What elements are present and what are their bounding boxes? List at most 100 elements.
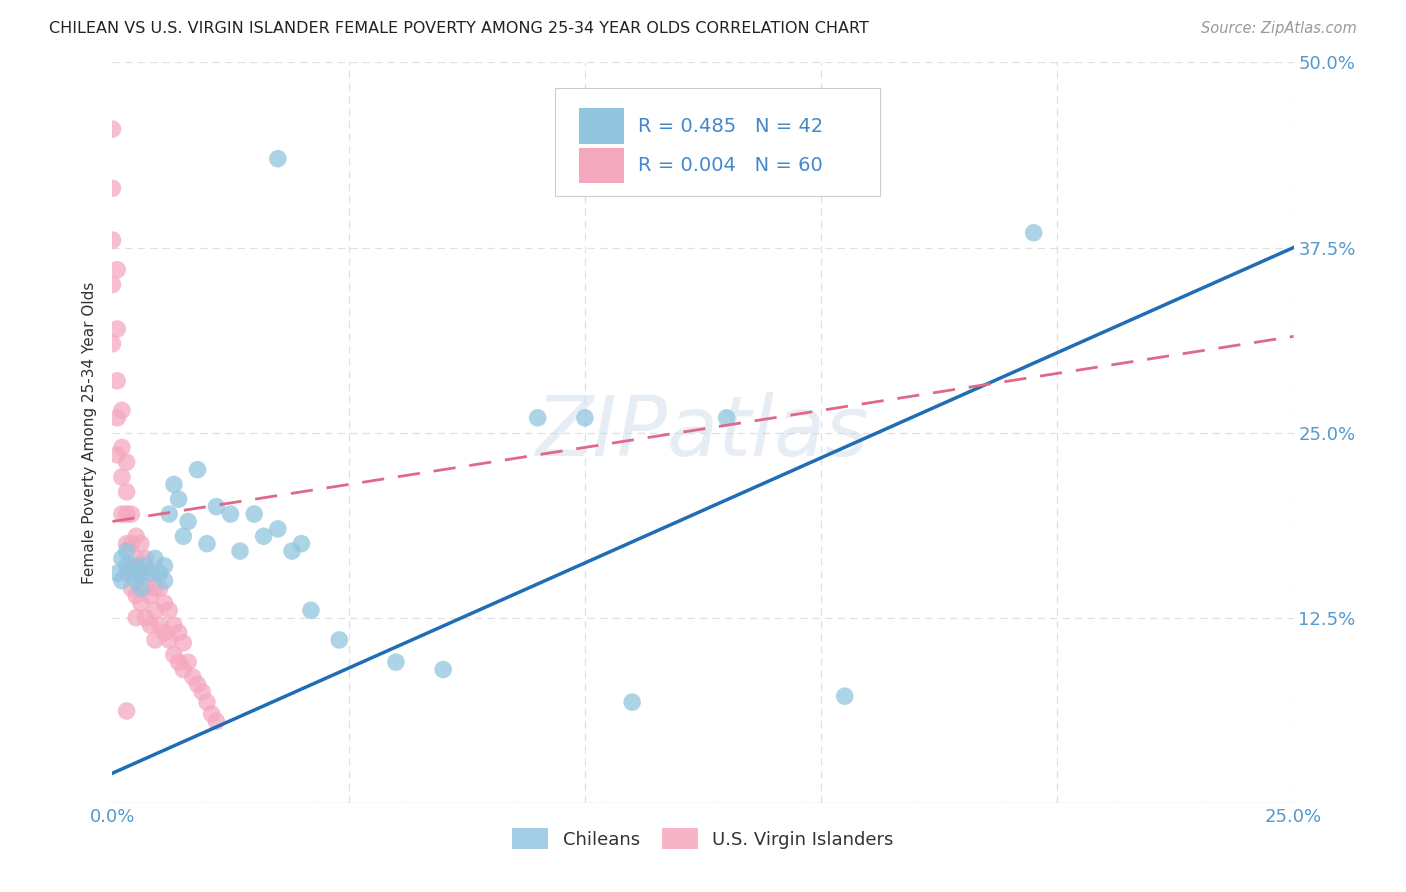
Point xyxy=(149,618,172,632)
Point xyxy=(101,181,124,195)
Point xyxy=(195,695,218,709)
Point xyxy=(163,477,186,491)
Point xyxy=(149,581,172,595)
Point xyxy=(157,603,180,617)
Point xyxy=(125,610,148,624)
Point xyxy=(574,410,596,425)
Point xyxy=(205,500,228,514)
Point xyxy=(716,410,738,425)
Point xyxy=(120,536,142,550)
Point xyxy=(191,685,214,699)
Point xyxy=(267,522,290,536)
Point xyxy=(125,529,148,543)
Point xyxy=(195,536,218,550)
Point xyxy=(125,574,148,588)
Point xyxy=(101,122,124,136)
Point xyxy=(385,655,408,669)
Point xyxy=(186,677,208,691)
Y-axis label: Female Poverty Among 25-34 Year Olds: Female Poverty Among 25-34 Year Olds xyxy=(82,282,97,583)
Point xyxy=(125,589,148,603)
Point xyxy=(105,322,128,336)
Point xyxy=(111,574,134,588)
Point xyxy=(115,507,138,521)
Point xyxy=(153,574,176,588)
Point xyxy=(281,544,304,558)
Point xyxy=(153,558,176,573)
Legend: Chileans, U.S. Virgin Islanders: Chileans, U.S. Virgin Islanders xyxy=(512,829,894,849)
Point xyxy=(139,566,162,581)
Point xyxy=(299,603,322,617)
Point xyxy=(120,566,142,581)
Point xyxy=(157,507,180,521)
Point xyxy=(120,581,142,595)
Point xyxy=(115,566,138,581)
Point xyxy=(111,441,134,455)
Point xyxy=(120,558,142,573)
Text: Source: ZipAtlas.com: Source: ZipAtlas.com xyxy=(1201,21,1357,37)
Text: ZIPatlas: ZIPatlas xyxy=(536,392,870,473)
Point xyxy=(177,515,200,529)
Point xyxy=(163,618,186,632)
Point xyxy=(125,551,148,566)
Point xyxy=(290,536,312,550)
Point xyxy=(101,277,124,292)
Point xyxy=(205,714,228,729)
Point xyxy=(267,152,290,166)
Point xyxy=(125,558,148,573)
Point xyxy=(243,507,266,521)
Point xyxy=(163,648,186,662)
Point xyxy=(111,551,134,566)
Point xyxy=(139,566,162,581)
Point xyxy=(105,374,128,388)
Point xyxy=(111,507,134,521)
Point xyxy=(139,618,162,632)
Point xyxy=(253,529,276,543)
Point xyxy=(115,704,138,718)
Point xyxy=(328,632,350,647)
Point xyxy=(101,233,124,247)
Point xyxy=(177,655,200,669)
Point xyxy=(153,625,176,640)
Text: R = 0.004   N = 60: R = 0.004 N = 60 xyxy=(638,156,823,175)
Point xyxy=(101,336,124,351)
Point xyxy=(157,632,180,647)
Point xyxy=(129,536,152,550)
Point xyxy=(129,566,152,581)
Point xyxy=(115,544,138,558)
Point xyxy=(111,403,134,417)
Point xyxy=(120,507,142,521)
Point xyxy=(186,462,208,476)
Point xyxy=(135,558,157,573)
Text: CHILEAN VS U.S. VIRGIN ISLANDER FEMALE POVERTY AMONG 25-34 YEAR OLDS CORRELATION: CHILEAN VS U.S. VIRGIN ISLANDER FEMALE P… xyxy=(49,21,869,37)
Point xyxy=(111,470,134,484)
Point xyxy=(201,706,224,721)
Point xyxy=(115,484,138,499)
Point xyxy=(526,410,548,425)
Point xyxy=(129,596,152,610)
Point xyxy=(125,566,148,581)
Point xyxy=(167,492,190,507)
Point xyxy=(181,670,204,684)
Point xyxy=(115,455,138,469)
Point xyxy=(172,636,194,650)
Point xyxy=(167,625,190,640)
Text: R = 0.485   N = 42: R = 0.485 N = 42 xyxy=(638,117,824,136)
FancyBboxPatch shape xyxy=(579,147,624,183)
Point xyxy=(153,596,176,610)
FancyBboxPatch shape xyxy=(579,108,624,144)
Point xyxy=(105,262,128,277)
Point xyxy=(1022,226,1045,240)
FancyBboxPatch shape xyxy=(555,88,880,195)
Point xyxy=(432,663,454,677)
Point xyxy=(129,581,152,595)
Point xyxy=(219,507,242,521)
Point xyxy=(105,448,128,462)
Point xyxy=(834,689,856,703)
Point xyxy=(135,610,157,624)
Point xyxy=(143,632,166,647)
Point xyxy=(129,566,152,581)
Point xyxy=(229,544,252,558)
Point xyxy=(149,566,172,581)
Point xyxy=(172,529,194,543)
Point xyxy=(167,655,190,669)
